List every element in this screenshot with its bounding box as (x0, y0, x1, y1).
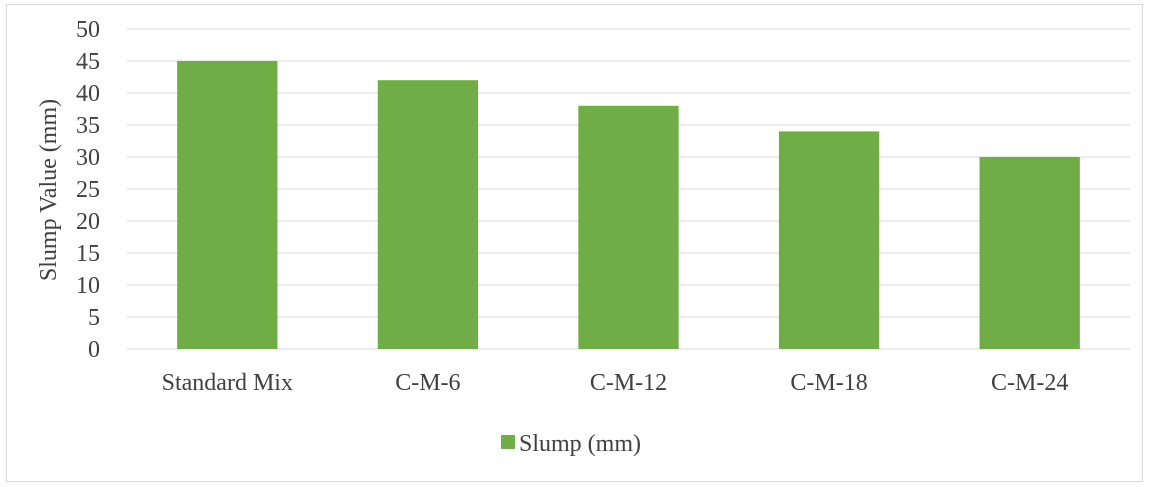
y-tick-label: 35 (76, 113, 100, 139)
bar-c-m-12 (578, 105, 679, 349)
y-tick-label: 45 (76, 49, 100, 75)
bar-c-m-24 (979, 157, 1080, 349)
legend-label: Slump (mm) (519, 431, 641, 457)
x-tick-label: C-M-6 (395, 370, 460, 396)
x-tick-label: C-M-24 (991, 370, 1068, 396)
x-tick-labels: Standard Mix C-M-6 C-M-12 C-M-18 C-M-24 (162, 370, 1069, 396)
bar-standard-mix (177, 61, 278, 349)
y-tick-label: 5 (88, 305, 100, 331)
y-tick-label: 20 (76, 209, 100, 235)
bar-c-m-18 (778, 131, 880, 349)
legend-swatch (501, 435, 515, 449)
y-tick-labels: 0 5 10 15 20 25 30 35 40 45 50 (76, 17, 100, 363)
x-tick-label: Standard Mix (162, 370, 293, 396)
y-tick-label: 50 (76, 17, 100, 43)
bar-c-m-6 (377, 80, 479, 349)
y-tick-label: 30 (76, 145, 100, 171)
y-tick-label: 25 (76, 177, 100, 203)
y-tick-label: 15 (76, 241, 100, 267)
x-tick-label: C-M-18 (790, 370, 867, 396)
legend: Slump (mm) (501, 431, 641, 457)
bars (177, 61, 1080, 349)
y-tick-label: 0 (88, 337, 100, 363)
y-axis-title: Slump Value (mm) (36, 99, 62, 281)
y-tick-label: 10 (76, 273, 100, 299)
y-tick-label: 40 (76, 81, 100, 107)
x-tick-label: C-M-12 (590, 370, 667, 396)
gridlines (127, 28, 1130, 350)
